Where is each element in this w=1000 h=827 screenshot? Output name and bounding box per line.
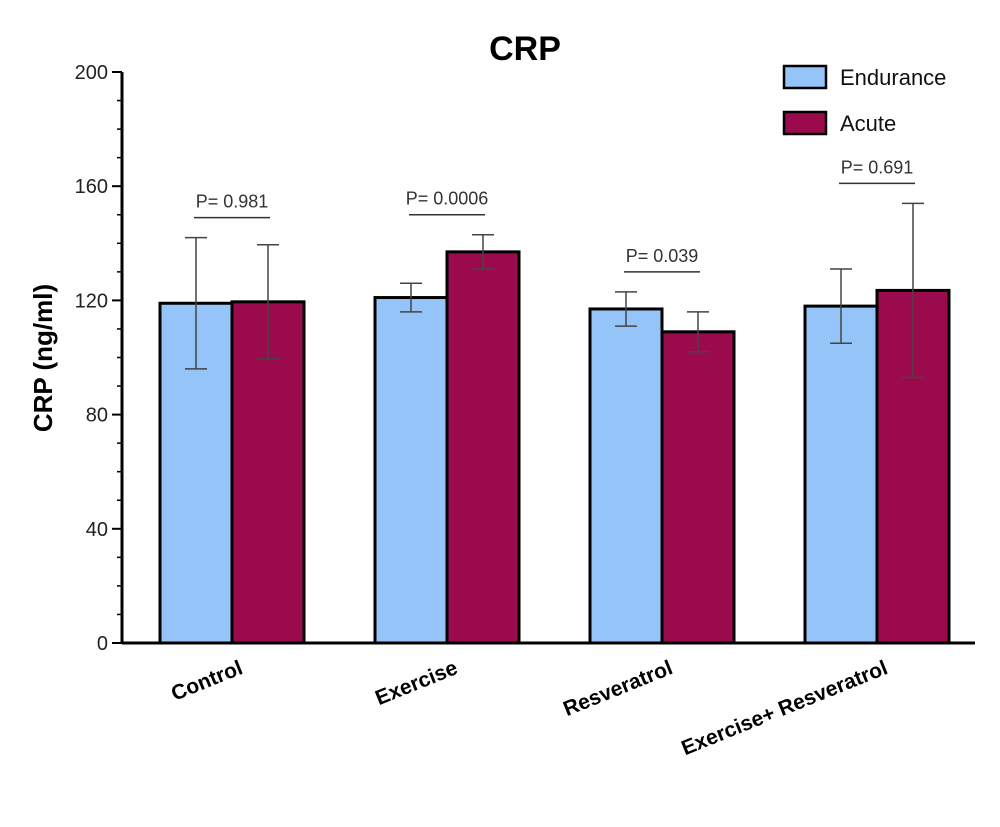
pvalue-annotations: P= 0.981 P= 0.0006 P= 0.039 P= 0.691	[194, 157, 915, 273]
legend-swatch-acute	[782, 110, 828, 136]
y-tick-label: 160	[75, 176, 108, 198]
y-tick-label: 80	[86, 405, 108, 427]
y-tick-label: 200	[75, 62, 108, 84]
bars-layer	[158, 202, 951, 645]
legend: Endurance Acute	[782, 64, 946, 136]
bar-acute-2	[660, 330, 736, 645]
y-tick-label: 0	[97, 633, 108, 655]
y-tick-label: 40	[86, 519, 108, 541]
x-tick-label: Exercise	[372, 656, 461, 710]
pvalue-label: P= 0.039	[626, 246, 699, 266]
pvalue-label: P= 0.691	[841, 157, 914, 177]
legend-label-acute: Acute	[840, 111, 896, 136]
bar-acute-1	[445, 250, 521, 645]
x-tick-label: Exercise+ Resveratrol	[678, 656, 891, 760]
bar-endurance-2	[588, 307, 664, 645]
legend-label-endurance: Endurance	[840, 65, 946, 90]
bar-endurance-3	[803, 304, 879, 645]
bar-endurance-1	[373, 296, 449, 645]
x-tick-label: Resveratrol	[560, 656, 676, 721]
y-axis-label: CRP (ng/ml)	[28, 284, 58, 432]
y-tick-label: 120	[75, 290, 108, 312]
pvalue-label: P= 0.0006	[406, 189, 489, 209]
legend-swatch-endurance	[782, 64, 828, 90]
x-tick-label: Control	[168, 656, 246, 705]
pvalue-label: P= 0.981	[196, 192, 269, 212]
chart-title: CRP	[489, 30, 561, 68]
